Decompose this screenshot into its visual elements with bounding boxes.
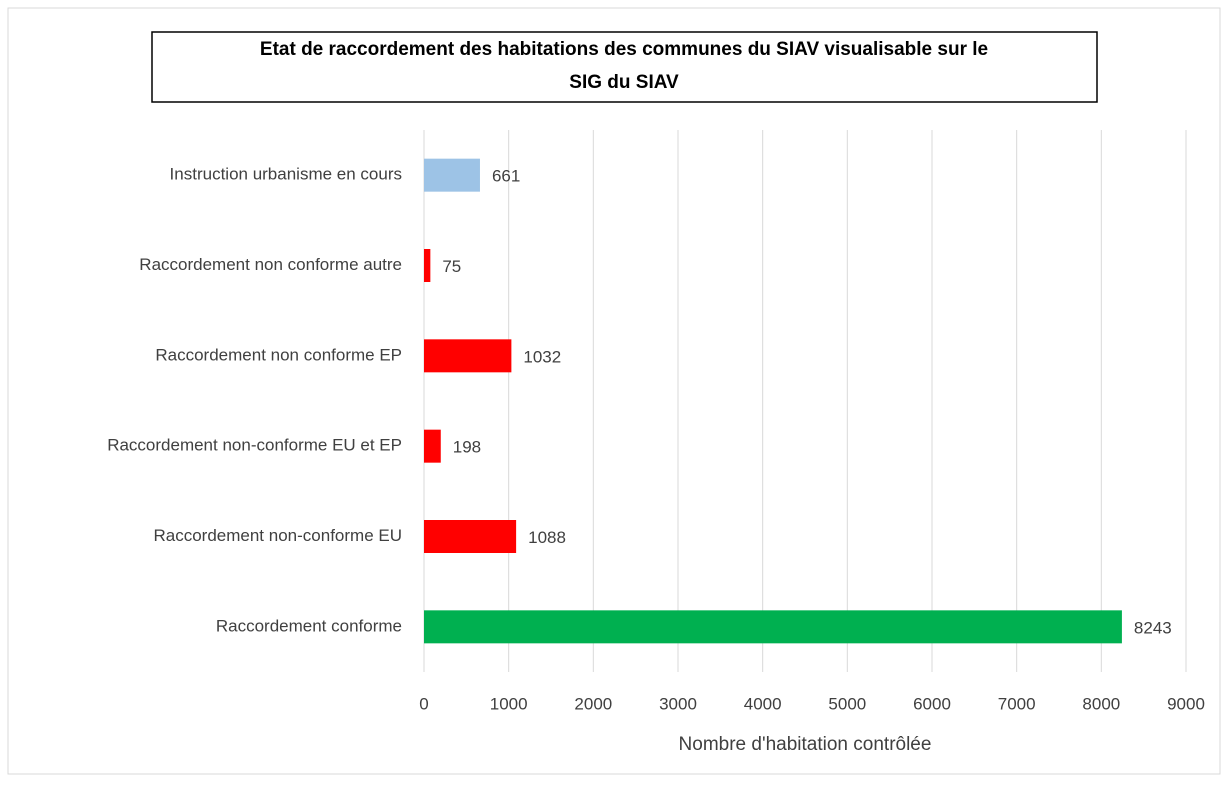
y-tick-label: Raccordement non-conforme EU et EP — [107, 436, 402, 455]
x-tick-label: 5000 — [828, 694, 866, 713]
data-label: 661 — [492, 167, 520, 186]
x-tick-label: 8000 — [1082, 694, 1120, 713]
y-tick-label: Raccordement conforme — [216, 616, 402, 635]
data-label: 198 — [453, 438, 481, 457]
x-tick-label: 6000 — [913, 694, 951, 713]
y-tick-label: Instruction urbanisme en cours — [170, 165, 402, 184]
data-label: 75 — [442, 257, 461, 276]
y-tick-label: Raccordement non conforme EP — [155, 345, 402, 364]
data-label: 8243 — [1134, 618, 1172, 637]
chart-title: Etat de raccordement des habitations des… — [260, 39, 988, 93]
x-tick-label: 7000 — [998, 694, 1036, 713]
x-tick-label: 3000 — [659, 694, 697, 713]
y-tick-label: Raccordement non-conforme EU — [153, 526, 402, 545]
x-tick-label: 9000 — [1167, 694, 1205, 713]
x-tick-label: 1000 — [490, 694, 528, 713]
bar — [424, 158, 480, 192]
bar — [424, 610, 1122, 644]
x-axis-label: Nombre d'habitation contrôlée — [679, 734, 932, 755]
bar — [424, 429, 441, 463]
x-tick-label: 0 — [419, 694, 428, 713]
title-box — [151, 31, 1098, 103]
data-label: 1032 — [523, 347, 561, 366]
bar — [424, 339, 512, 373]
y-tick-label: Raccordement non conforme autre — [139, 255, 402, 274]
x-tick-label: 2000 — [574, 694, 612, 713]
bar — [424, 520, 517, 553]
chart-frame — [7, 7, 1221, 775]
bar — [424, 249, 431, 282]
x-tick-label: 4000 — [744, 694, 782, 713]
data-label: 1088 — [528, 528, 566, 547]
